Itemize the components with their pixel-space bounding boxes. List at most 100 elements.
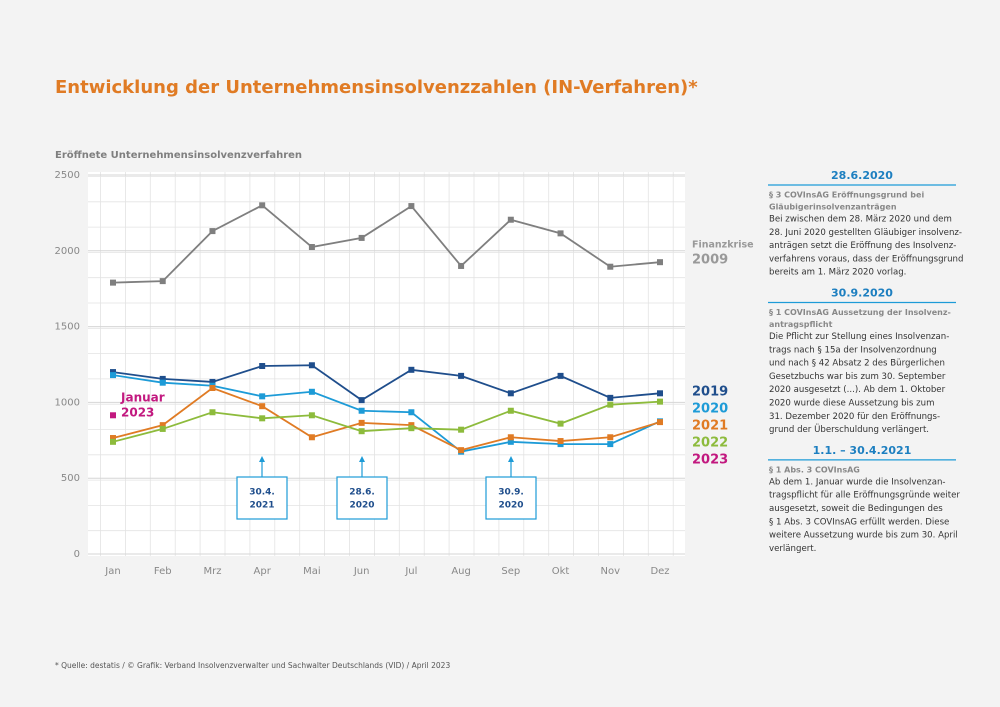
point-marker — [159, 278, 166, 285]
point-marker — [209, 228, 216, 235]
legend-entry: 2019 — [692, 385, 728, 400]
point-marker — [308, 388, 315, 395]
point-marker — [607, 263, 614, 270]
series-note: Januar — [120, 391, 165, 405]
point-marker — [507, 216, 514, 223]
sidebar-body: Bei zwischen dem 28. März 2020 und dem — [769, 215, 952, 225]
y-tick-label: 1500 — [55, 322, 80, 333]
sidebar-body: Gesetzbuchs war bis zum 30. September — [769, 372, 946, 382]
point-marker — [110, 279, 116, 286]
point-marker — [259, 415, 266, 422]
sidebar-body: bereits am 1. März 2020 vorlag. — [769, 268, 906, 278]
series-note: Finanzkrise — [692, 240, 754, 251]
series-line — [112, 204, 661, 284]
point-marker — [358, 428, 365, 435]
x-tick-label: Okt — [552, 566, 570, 577]
point-marker — [259, 363, 266, 370]
point-marker — [259, 403, 266, 410]
point-marker — [657, 398, 663, 405]
point-marker — [358, 419, 365, 426]
point-marker — [209, 409, 216, 416]
point-marker — [159, 425, 166, 432]
point-marker — [110, 438, 116, 445]
point-marker — [110, 369, 116, 376]
x-tick-label: Aug — [451, 566, 471, 577]
point-marker — [507, 407, 514, 414]
legend-entry: 2020 — [692, 402, 728, 417]
sidebar-subheading: antragspflicht — [769, 320, 833, 329]
annotation-arrowhead — [359, 456, 365, 462]
sidebar-body: 2020 wurde diese Aussetzung bis zum — [769, 399, 934, 409]
x-tick-label: Nov — [601, 566, 621, 577]
series-line — [112, 364, 661, 402]
y-tick-label: 0 — [74, 549, 80, 560]
point-marker — [408, 422, 415, 429]
point-marker — [110, 372, 116, 379]
point-marker — [507, 390, 514, 397]
point-marker — [209, 378, 216, 385]
legend-entry: 2023 — [692, 453, 728, 468]
legend-entry: 2009 — [692, 253, 728, 268]
annotation-arrowhead — [508, 456, 514, 462]
legend-entry: 2022 — [692, 436, 728, 451]
annotation-box — [336, 476, 388, 520]
chart-title: Entwicklung der Unternehmensinsolvenzzah… — [55, 77, 698, 98]
sidebar-heading: 28.6.2020 — [831, 169, 893, 182]
sidebar-subheading: § 1 COVInsAG Aussetzung der Insolvenz- — [769, 308, 951, 317]
point-marker — [259, 202, 266, 209]
sidebar-heading: 1.1. – 30.4.2021 — [813, 444, 912, 457]
series-line — [112, 386, 661, 452]
y-tick-label: 2000 — [55, 246, 80, 257]
annotation-text: 2021 — [249, 501, 274, 511]
x-tick-label: Feb — [154, 566, 172, 577]
annotation-arrowhead — [259, 456, 265, 462]
point-marker — [259, 393, 266, 400]
point-marker — [607, 434, 614, 441]
point-marker — [159, 422, 166, 429]
sidebar-heading: 30.9.2020 — [831, 287, 893, 300]
point-marker — [408, 366, 415, 373]
point-marker — [458, 262, 465, 269]
sidebar-body: § 1 Abs. 3 COVInsAG erfüllt werden. Dies… — [769, 517, 949, 527]
point-marker — [607, 401, 614, 408]
point-marker — [358, 234, 365, 241]
x-tick-label: Sep — [501, 566, 520, 577]
point-marker — [408, 425, 415, 432]
sidebar-body: 31. Dezember 2020 für den Eröffnungs- — [769, 412, 940, 422]
y-axis-label: Eröffnete Unternehmensinsolvenzverfahren — [55, 150, 302, 161]
x-tick-label: Mrz — [203, 566, 221, 577]
point-marker — [557, 372, 564, 379]
series-line — [112, 374, 661, 453]
point-marker — [159, 375, 166, 382]
point-marker — [209, 384, 216, 391]
y-tick-label: 500 — [61, 473, 80, 484]
y-tick-label: 1000 — [55, 397, 80, 408]
point-marker — [110, 412, 116, 419]
point-marker — [458, 372, 465, 379]
x-tick-label: Apr — [254, 566, 272, 577]
sidebar-body: 28. Juni 2020 gestellten Gläubiger insol… — [769, 228, 962, 238]
sidebar-body: Ab dem 1. Januar wurde die Insolvenzan- — [769, 477, 946, 487]
point-marker — [507, 434, 514, 441]
footnote: * Quelle: destatis / © Grafik: Verband I… — [55, 661, 450, 670]
point-marker — [557, 230, 564, 237]
x-tick-label: Jan — [104, 566, 120, 577]
point-marker — [557, 420, 564, 427]
point-marker — [408, 203, 415, 210]
sidebar-body: verfahrens voraus, dass der Eröffnungsgr… — [769, 254, 963, 264]
point-marker — [308, 244, 315, 251]
sidebar-body: anträgen setzt die Eröffnung des Insolve… — [769, 241, 956, 251]
point-marker — [110, 435, 116, 442]
point-marker — [159, 379, 166, 386]
x-tick-label: Jun — [353, 566, 370, 577]
point-marker — [557, 438, 564, 445]
annotation-text: 2020 — [498, 501, 523, 511]
x-tick-label: Dez — [650, 566, 669, 577]
sidebar-body: tragspflicht für alle Eröffnungsgründe w… — [769, 491, 960, 501]
x-tick-label: Mai — [303, 566, 321, 577]
sidebar-subheading: § 1 Abs. 3 COVInsAG — [769, 465, 860, 474]
sidebar-body: und nach § 42 Absatz 2 des Bürgerlichen — [769, 359, 945, 369]
point-marker — [557, 441, 564, 448]
point-marker — [657, 419, 663, 426]
